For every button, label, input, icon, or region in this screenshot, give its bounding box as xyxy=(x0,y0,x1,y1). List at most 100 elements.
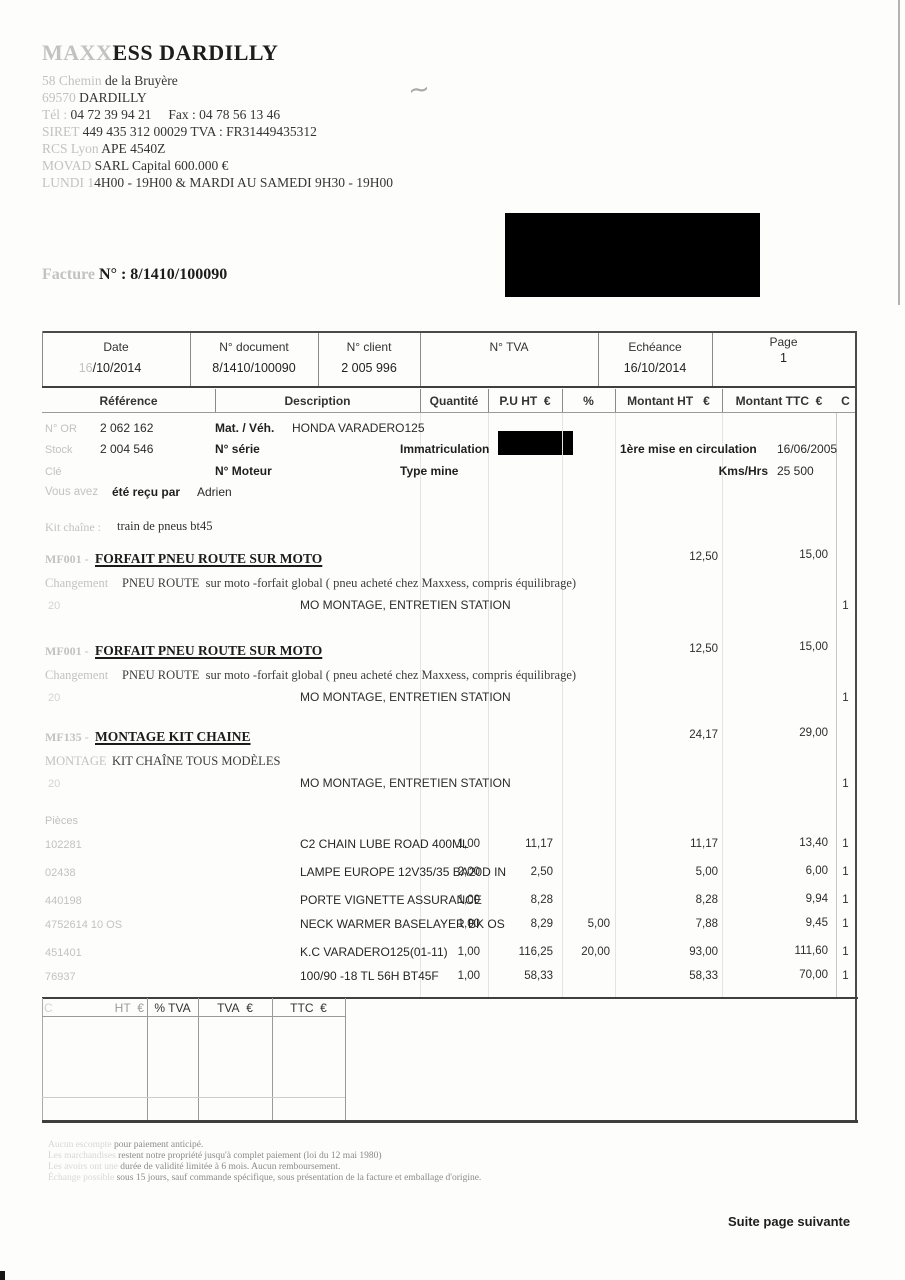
vehicle-ref3-label-faded: Clé xyxy=(45,466,62,478)
part-qty: 1,00 xyxy=(457,918,480,930)
kit-chaine-prefix-faded: Kit chaîne : xyxy=(45,520,101,534)
service-mo-line: MO MONTAGE, ENTRETIEN STATION xyxy=(300,598,511,612)
col-header-description: Description xyxy=(284,394,351,408)
table-right-border xyxy=(855,331,857,1122)
service-montant-ht: 12,50 xyxy=(689,643,718,655)
part-ht: 7,88 xyxy=(695,918,718,930)
vehicle-row-2: Stock 2 004 546 N° série Immatriculation… xyxy=(0,442,905,458)
vehicle-kms-label: Kms/Hrs xyxy=(718,464,768,478)
totals-header-underline xyxy=(42,1016,345,1017)
service-title: FORFAIT PNEU ROUTE SUR MOTO xyxy=(95,643,323,658)
scan-squiggle-artifact: ∼ xyxy=(406,72,432,106)
part-ttc: 9,45 xyxy=(805,917,828,929)
doc-table-divider xyxy=(190,333,191,386)
doc-echeance-label: Echéance xyxy=(628,340,682,354)
part-ht: 93,00 xyxy=(689,946,718,958)
body-column-line xyxy=(420,413,421,997)
doc-table-bottom-border xyxy=(42,386,857,388)
doc-client-value: 2 005 996 xyxy=(341,361,397,375)
service-montant-ht: 12,50 xyxy=(689,551,718,563)
part-ht: 58,33 xyxy=(689,970,718,982)
part-c: 1 xyxy=(842,894,849,906)
received-by-prefix-faded: Vous avez xyxy=(45,486,99,498)
part-ttc: 6,00 xyxy=(805,865,828,877)
address-line: 58 Chemin de la Bruyère xyxy=(42,73,178,88)
doc-date-value: 16/10/2014 xyxy=(78,361,142,375)
part-row: 451401 K.C VARADERO125(01-11) 1,00 116,2… xyxy=(0,945,905,965)
items-header-bottom-border xyxy=(42,412,855,413)
service-title: FORFAIT PNEU ROUTE SUR MOTO xyxy=(95,551,323,566)
vehicle-kms-value: 25 500 xyxy=(777,464,814,478)
vehicle-mec-label: 1ère mise en circulation xyxy=(620,442,757,456)
company-name-faded-part: MAXX xyxy=(42,40,113,65)
footer-legal-block: Aucun escompte pour paiement anticipé. L… xyxy=(48,1140,481,1184)
vehicle-moteur-label: N° Moteur xyxy=(215,464,272,478)
part-pu: 116,25 xyxy=(518,946,553,958)
received-by-value: Adrien xyxy=(197,485,232,499)
totals-table-divider xyxy=(147,998,148,1121)
doc-date-label: Date xyxy=(103,340,129,354)
company-name-clear-part: ESS DARDILLY xyxy=(112,40,279,65)
company-address-block: 58 Chemin de la Bruyère 69570 DARDILLY T… xyxy=(42,72,393,191)
part-pu: 2,50 xyxy=(530,866,553,878)
rcs-ape-line: RCS Lyon APE 4540Z xyxy=(42,141,166,156)
part-pu: 11,17 xyxy=(525,838,553,850)
part-qty: 2,00 xyxy=(457,866,480,878)
service-desc: PNEU ROUTE sur moto -forfait global ( pn… xyxy=(122,576,577,590)
address-line: 69570 DARDILLY xyxy=(42,90,147,105)
vehicle-stock-number: 2 004 546 xyxy=(100,442,154,456)
part-desc: 100/90 -18 TL 56H BT45F xyxy=(300,969,439,983)
col-header-montant-ttc: Montant TTC € xyxy=(735,394,823,408)
col-header-percent: % xyxy=(583,394,594,408)
parts-section-label-faded: Pièces xyxy=(45,815,79,827)
part-ht: 11,17 xyxy=(690,838,718,850)
totals-header-ttc: TTC € xyxy=(290,1001,327,1015)
vehicle-row-1: N° OR 2 062 162 Mat. / Véh. HONDA VARADE… xyxy=(0,421,905,437)
service-desc: PNEU ROUTE sur moto -forfait global ( pn… xyxy=(122,668,577,682)
part-c: 1 xyxy=(842,946,849,958)
vehicle-ref1-label-faded: N° OR xyxy=(45,423,77,435)
service-desc-prefix-faded: MONTAGE xyxy=(45,754,107,768)
table-bottom-border xyxy=(42,1120,858,1123)
company-name: MAXXESS DARDILLY xyxy=(42,40,278,66)
part-row: 102281 C2 CHAIN LUBE ROAD 400ML 1,00 11,… xyxy=(0,837,905,857)
doc-echeance-value: 16/10/2014 xyxy=(623,361,687,375)
c-column-line xyxy=(836,413,837,997)
service-item-2: MF001 - FORFAIT PNEU ROUTE SUR MOTO 12,5… xyxy=(0,640,905,706)
scan-edge-line-artifact xyxy=(898,0,900,305)
vehicle-mec-value: 16/06/2005 xyxy=(777,442,838,456)
service-code-faded: MF135 - xyxy=(45,730,89,744)
part-ref-faded: 4752614 10 OS xyxy=(45,919,123,931)
body-column-line xyxy=(615,413,616,997)
vehicle-model-value: HONDA VARADERO125 xyxy=(292,421,425,435)
part-pct: 20,00 xyxy=(581,946,610,958)
service-item-3: MF135 - MONTAGE KIT CHAINE 24,17 29,00 M… xyxy=(0,726,905,792)
totals-header-tva: TVA € xyxy=(217,1001,253,1015)
part-ttc: 70,00 xyxy=(799,969,828,981)
part-pct: 5,00 xyxy=(587,918,610,930)
service-c-value: 1 xyxy=(842,778,849,790)
part-c: 1 xyxy=(842,970,849,982)
items-header-divider xyxy=(488,389,489,413)
hours-line: LUNDI 14H00 - 19H00 & MARDI AU SAMEDI 9H… xyxy=(42,175,393,190)
service-code-faded: MF001 - xyxy=(45,552,89,566)
col-header-c: C xyxy=(841,394,850,408)
service-mo-line: MO MONTAGE, ENTRETIEN STATION xyxy=(300,776,511,790)
totals-table-left-border xyxy=(42,998,43,1121)
service-code-faded: MF001 - xyxy=(45,644,89,658)
doc-table-divider xyxy=(420,333,421,386)
vehicle-row-5: Kit chaîne : train de pneus bt45 xyxy=(0,519,905,535)
vehicle-mat-label: Mat. / Véh. xyxy=(215,421,275,435)
doc-page-value: 1 xyxy=(780,351,787,365)
part-ttc: 111,60 xyxy=(794,945,828,957)
phone-fax-line: Tél : 04 72 39 94 21 Fax : 04 78 56 13 4… xyxy=(42,107,281,122)
col-header-reference: Référence xyxy=(99,394,158,408)
part-desc: PORTE VIGNETTE ASSURANCE xyxy=(300,893,482,907)
part-ttc: 9,94 xyxy=(805,893,828,905)
part-c: 1 xyxy=(842,838,849,850)
service-c-value: 1 xyxy=(842,692,849,704)
service-montant-ttc: 15,00 xyxy=(799,549,828,561)
doc-table-divider xyxy=(712,333,713,386)
invoice-number: N° : 8/1410/100090 xyxy=(99,266,228,283)
part-qty: 1,00 xyxy=(457,838,480,850)
